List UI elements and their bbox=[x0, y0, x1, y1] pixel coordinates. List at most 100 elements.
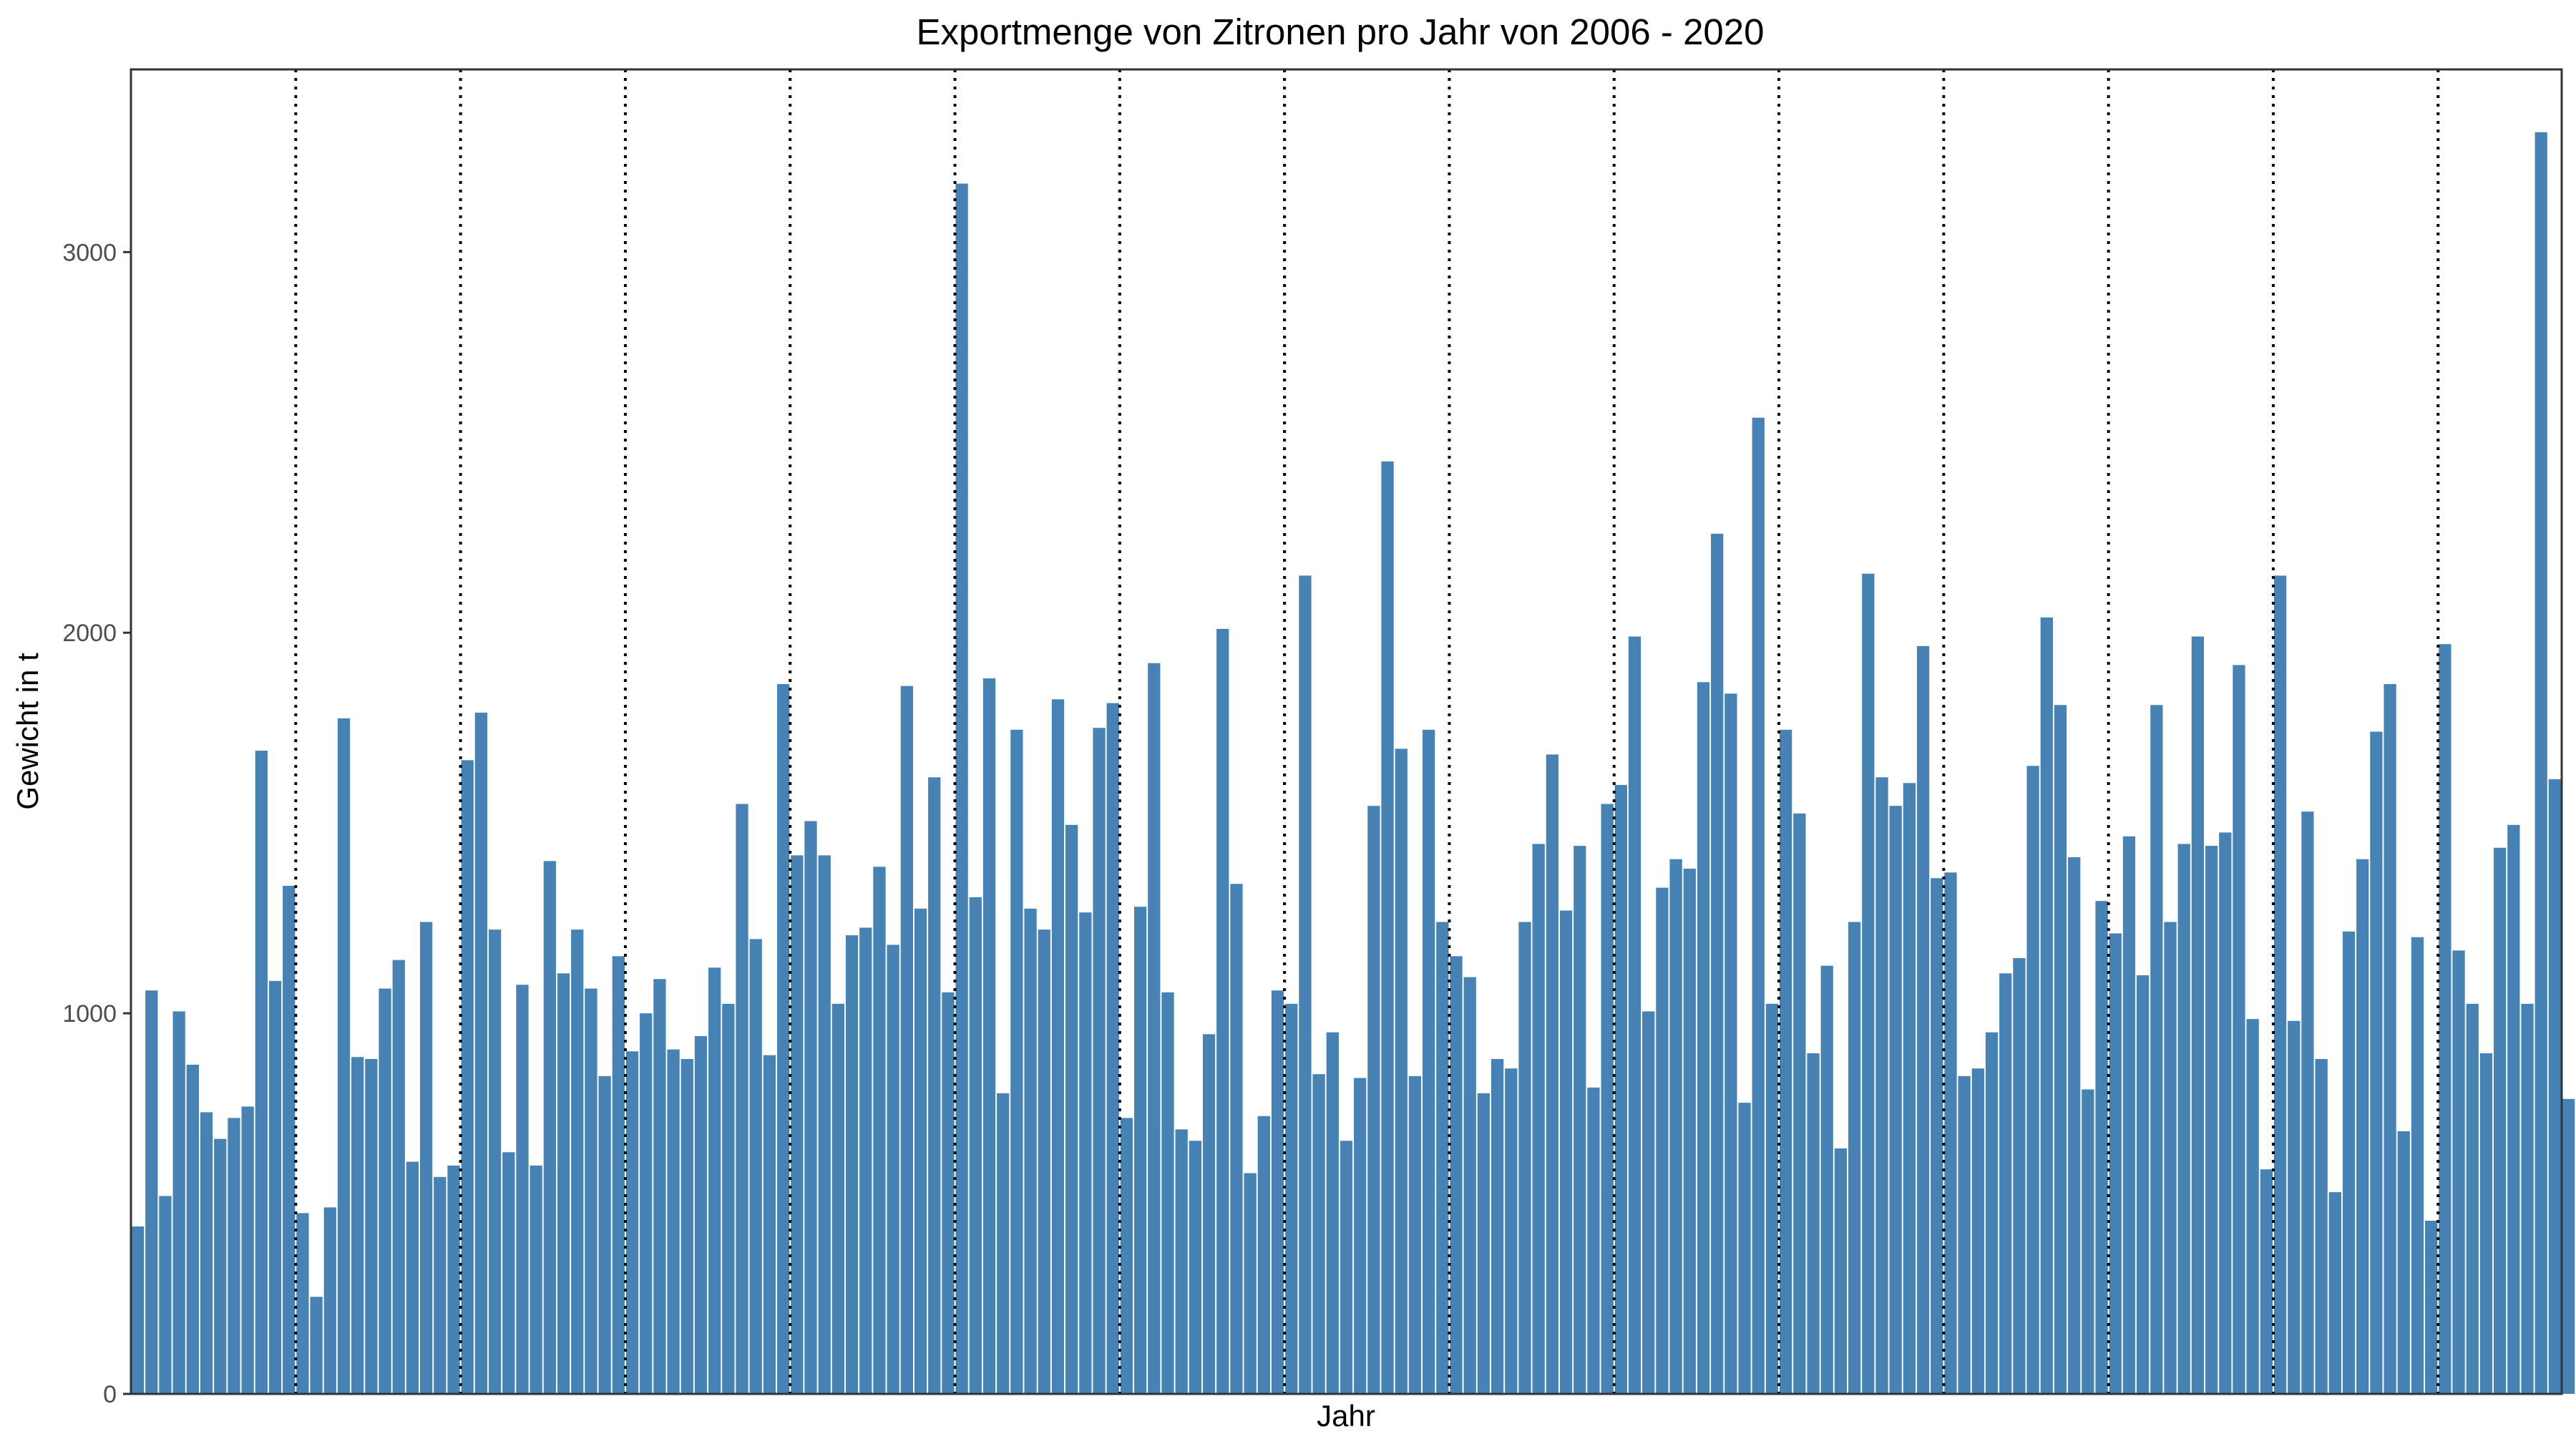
bar-124 bbox=[1820, 965, 1833, 1394]
bar-88 bbox=[1326, 1032, 1339, 1394]
bar-87 bbox=[1312, 1074, 1325, 1394]
bar-170 bbox=[2452, 950, 2465, 1394]
bar-102 bbox=[1518, 922, 1531, 1394]
bar-12 bbox=[283, 885, 296, 1394]
bar-148 bbox=[2150, 705, 2163, 1394]
chart-title: Exportmenge von Zitronen pro Jahr von 20… bbox=[916, 11, 1764, 52]
bar-140 bbox=[2040, 617, 2053, 1395]
bar-66 bbox=[1024, 908, 1037, 1394]
bar-175 bbox=[2521, 1003, 2534, 1394]
bar-155 bbox=[2246, 1019, 2259, 1394]
bar-89 bbox=[1340, 1141, 1353, 1394]
bar-7 bbox=[214, 1138, 227, 1394]
bar-90 bbox=[1354, 1078, 1367, 1394]
bar-3 bbox=[159, 1196, 172, 1394]
bar-48 bbox=[776, 684, 790, 1394]
y-axis-title: Gewicht in t bbox=[11, 653, 44, 810]
bar-71 bbox=[1093, 728, 1106, 1394]
bar-23 bbox=[434, 1176, 447, 1394]
year-separators-group bbox=[294, 69, 2440, 1394]
bar-52 bbox=[831, 1003, 845, 1394]
bar-22 bbox=[419, 922, 433, 1394]
bar-173 bbox=[2494, 847, 2507, 1394]
bar-130 bbox=[1903, 783, 1916, 1394]
bar-161 bbox=[2328, 1192, 2341, 1394]
y-axis: 0 1000 2000 3000 bbox=[62, 239, 131, 1408]
bar-100 bbox=[1491, 1058, 1504, 1394]
bar-99 bbox=[1477, 1093, 1491, 1394]
bar-120 bbox=[1765, 1003, 1779, 1394]
bar-49 bbox=[791, 855, 804, 1394]
bar-153 bbox=[2219, 832, 2232, 1394]
bar-163 bbox=[2356, 859, 2369, 1394]
bar-127 bbox=[1862, 573, 1875, 1394]
bar-31 bbox=[543, 861, 556, 1394]
bar-86 bbox=[1299, 575, 1312, 1395]
bar-25 bbox=[461, 760, 474, 1394]
bar-166 bbox=[2397, 1131, 2410, 1394]
bar-172 bbox=[2479, 1053, 2493, 1394]
bar-125 bbox=[1834, 1148, 1848, 1394]
bar-8 bbox=[228, 1118, 240, 1395]
bar-46 bbox=[749, 939, 762, 1394]
bar-105 bbox=[1559, 910, 1573, 1394]
bar-50 bbox=[804, 821, 817, 1394]
bar-43 bbox=[708, 967, 721, 1394]
bar-174 bbox=[2507, 824, 2520, 1394]
bar-92 bbox=[1381, 461, 1394, 1394]
bar-160 bbox=[2315, 1058, 2328, 1394]
bar-104 bbox=[1546, 754, 1559, 1394]
bar-69 bbox=[1065, 824, 1078, 1394]
bar-5 bbox=[186, 1064, 199, 1394]
bar-146 bbox=[2122, 836, 2136, 1394]
plot-panel-border bbox=[130, 68, 2563, 1395]
bar-78 bbox=[1189, 1141, 1202, 1394]
bar-56 bbox=[887, 945, 899, 1394]
bar-58 bbox=[914, 908, 927, 1394]
bar-129 bbox=[1889, 806, 1902, 1394]
bar-126 bbox=[1848, 922, 1861, 1394]
bar-132 bbox=[1931, 878, 1943, 1394]
bar-79 bbox=[1202, 1034, 1216, 1394]
bar-171 bbox=[2466, 1003, 2479, 1394]
bar-139 bbox=[2026, 766, 2039, 1394]
bar-1 bbox=[131, 1226, 145, 1394]
y-tick-label-3000: 3000 bbox=[62, 239, 117, 266]
bar-36 bbox=[612, 956, 625, 1394]
bar-133 bbox=[1944, 872, 1957, 1394]
bar-115 bbox=[1697, 682, 1710, 1394]
bar-82 bbox=[1244, 1173, 1257, 1394]
bar-60 bbox=[942, 992, 955, 1394]
bar-149 bbox=[2164, 922, 2177, 1394]
bar-19 bbox=[379, 988, 391, 1394]
bar-24 bbox=[447, 1165, 460, 1394]
bar-26 bbox=[474, 712, 488, 1394]
bar-116 bbox=[1711, 533, 1724, 1395]
bar-73 bbox=[1120, 1118, 1133, 1395]
bar-128 bbox=[1875, 777, 1888, 1394]
bar-14 bbox=[310, 1297, 323, 1394]
bar-162 bbox=[2342, 931, 2356, 1394]
bar-54 bbox=[859, 927, 872, 1394]
bar-159 bbox=[2301, 811, 2314, 1394]
bar-57 bbox=[900, 686, 913, 1394]
bar-93 bbox=[1395, 748, 1407, 1394]
bar-114 bbox=[1683, 868, 1696, 1394]
bar-17 bbox=[351, 1057, 364, 1394]
bar-67 bbox=[1038, 930, 1050, 1394]
bar-95 bbox=[1423, 729, 1435, 1394]
bar-53 bbox=[845, 935, 859, 1394]
bar-40 bbox=[667, 1049, 680, 1394]
bar-81 bbox=[1230, 884, 1243, 1394]
bar-10 bbox=[255, 751, 268, 1394]
bar-123 bbox=[1807, 1053, 1820, 1394]
bar-158 bbox=[2288, 1020, 2301, 1394]
bar-64 bbox=[997, 1093, 1010, 1394]
bar-131 bbox=[1916, 645, 1930, 1394]
bar-108 bbox=[1601, 804, 1614, 1394]
bar-165 bbox=[2384, 684, 2396, 1394]
bar-151 bbox=[2191, 636, 2205, 1394]
bar-20 bbox=[392, 960, 405, 1394]
bar-70 bbox=[1079, 912, 1092, 1394]
bar-150 bbox=[2177, 844, 2190, 1394]
